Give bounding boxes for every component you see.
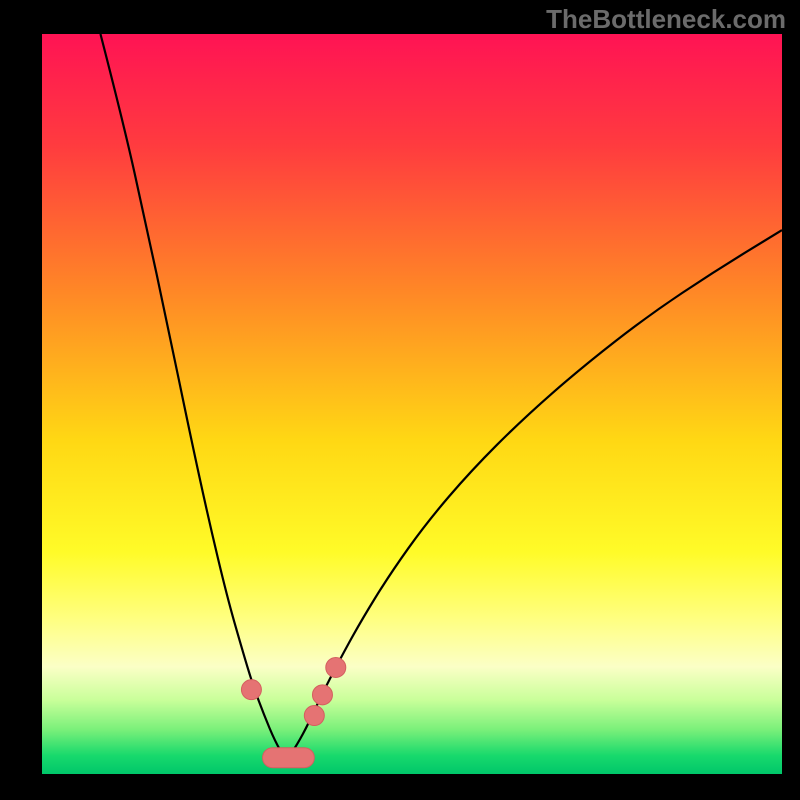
chart-svg [0,0,800,800]
chart-container: TheBottleneck.com [0,0,800,800]
optimal-range-bar [263,748,315,768]
marker-dot [241,680,261,700]
marker-dot [312,685,332,705]
marker-dot [304,706,324,726]
plot-background [42,34,782,774]
marker-dot [326,657,346,677]
